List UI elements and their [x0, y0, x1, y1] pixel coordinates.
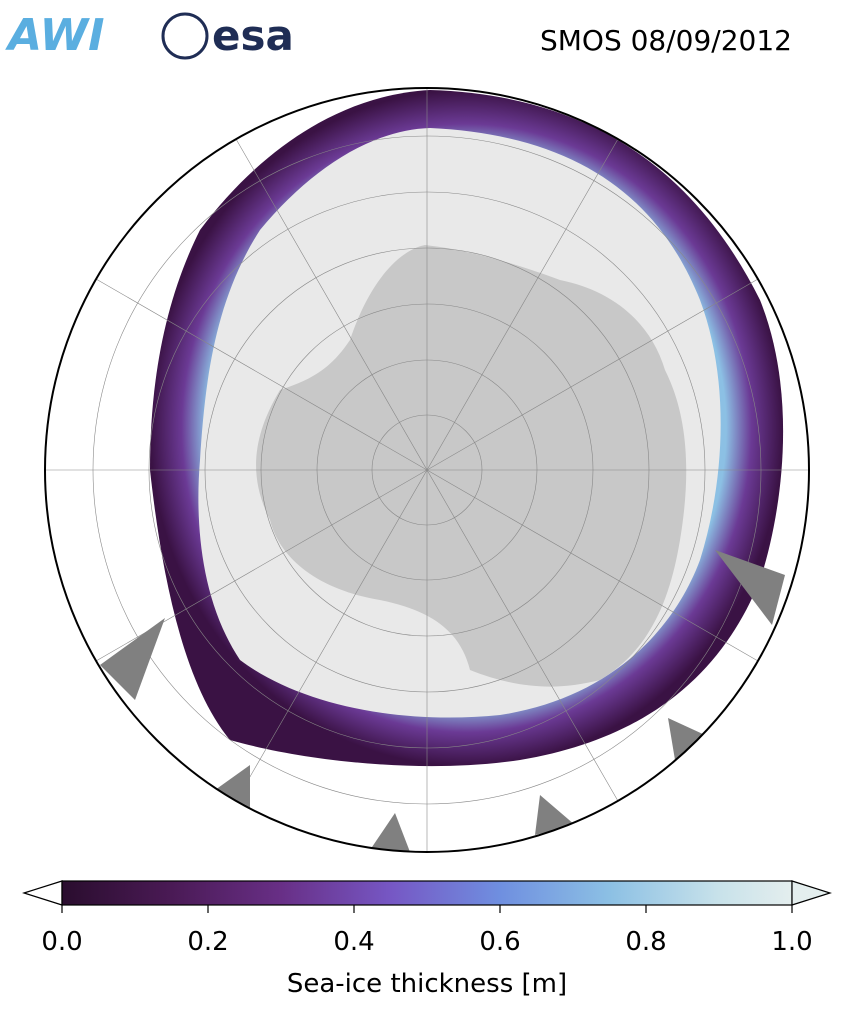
no-data: [100, 550, 785, 852]
antarctica: [256, 245, 687, 687]
colorbar-tick-label: 0.8: [625, 927, 666, 957]
colorbar-tick-label: 0.2: [187, 927, 228, 957]
map-title: SMOS 08/09/2012: [540, 24, 792, 57]
esa-logo: esa: [212, 11, 294, 60]
colorbar-scale: [61, 880, 793, 906]
colorbar-extend-max: [791, 880, 832, 906]
colorbar-tick-label: 0.4: [333, 927, 374, 957]
colorbar-tick-label: 0.0: [41, 927, 82, 957]
graticule: [45, 88, 809, 852]
colorbar-tick-label: 1.0: [771, 927, 812, 957]
colorbar: [22, 880, 832, 906]
colorbar-extend-min: [22, 880, 63, 906]
awi-logo: AWI: [5, 10, 105, 61]
map-frame: [44, 87, 810, 853]
colorbar-tick-label: 0.6: [479, 927, 520, 957]
colorbar-label: Sea-ice thickness [m]: [287, 969, 567, 999]
esa-emblem: [161, 12, 209, 60]
map: [45, 88, 809, 852]
